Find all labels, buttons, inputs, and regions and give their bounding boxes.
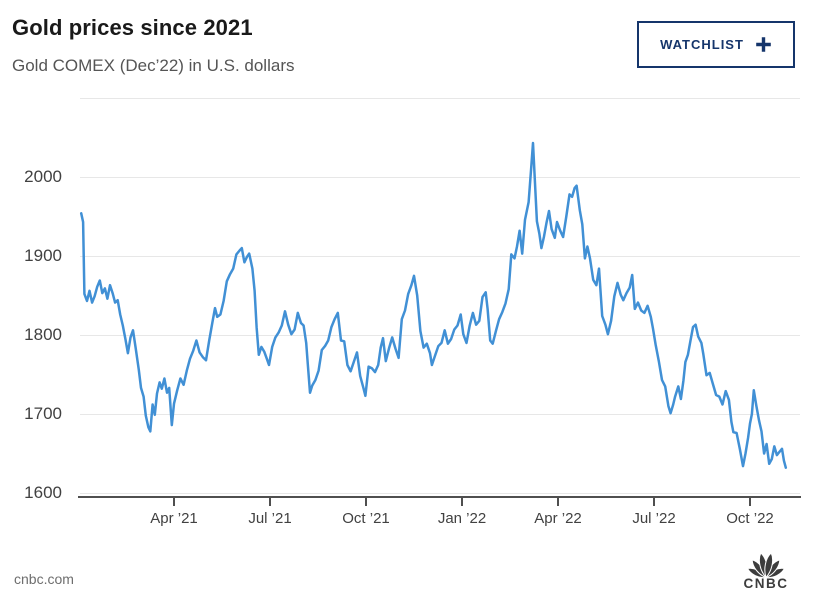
y-gridline <box>80 177 800 178</box>
cnbc-logo-text: CNBC <box>743 576 789 591</box>
y-gridline <box>80 414 800 415</box>
price-line <box>79 141 788 469</box>
y-axis-label: 1800 <box>24 325 62 344</box>
plus-icon <box>755 36 772 53</box>
source-text: cnbc.com <box>14 571 74 587</box>
y-gridline <box>80 98 800 99</box>
cnbc-logo: CNBC <box>736 548 796 591</box>
x-axis-tick <box>461 498 463 506</box>
x-axis-tick <box>173 498 175 506</box>
watchlist-button-label: WATCHLIST <box>660 37 744 52</box>
x-axis-tick <box>749 498 751 506</box>
x-axis-label: Apr ’21 <box>150 510 198 527</box>
y-gridline <box>80 335 800 336</box>
peacock-icon <box>736 548 796 578</box>
watchlist-button[interactable]: WATCHLIST <box>637 21 795 68</box>
y-gridline <box>80 256 800 257</box>
x-axis-tick <box>653 498 655 506</box>
y-axis-label: 2000 <box>24 167 62 186</box>
y-axis-label: 1700 <box>24 404 62 423</box>
y-axis-label: 1600 <box>24 483 62 502</box>
x-axis-line <box>78 496 801 498</box>
x-axis-label: Oct ’22 <box>726 510 774 527</box>
x-axis-tick <box>557 498 559 506</box>
x-axis-tick <box>269 498 271 506</box>
x-axis-label: Apr ’22 <box>534 510 582 527</box>
price-chart[interactable]: 2000 1900 1800 1700 1600 Apr ’21 Jul ’21 Oct ’2… <box>0 0 817 545</box>
chart-subtitle: Gold COMEX (Dec’22) in U.S. dollars <box>12 56 295 75</box>
x-axis-label: Jan ’22 <box>437 510 487 527</box>
y-axis-label: 1900 <box>24 246 62 265</box>
price-line-svg <box>79 141 788 469</box>
chart-title: Gold prices since 2021 <box>12 15 253 40</box>
x-axis-label: Oct ’21 <box>342 510 390 527</box>
x-axis-label: Jul ’21 <box>248 510 292 527</box>
y-gridline <box>80 493 800 494</box>
x-axis-tick <box>365 498 367 506</box>
x-axis-label: Jul ’22 <box>632 510 676 527</box>
